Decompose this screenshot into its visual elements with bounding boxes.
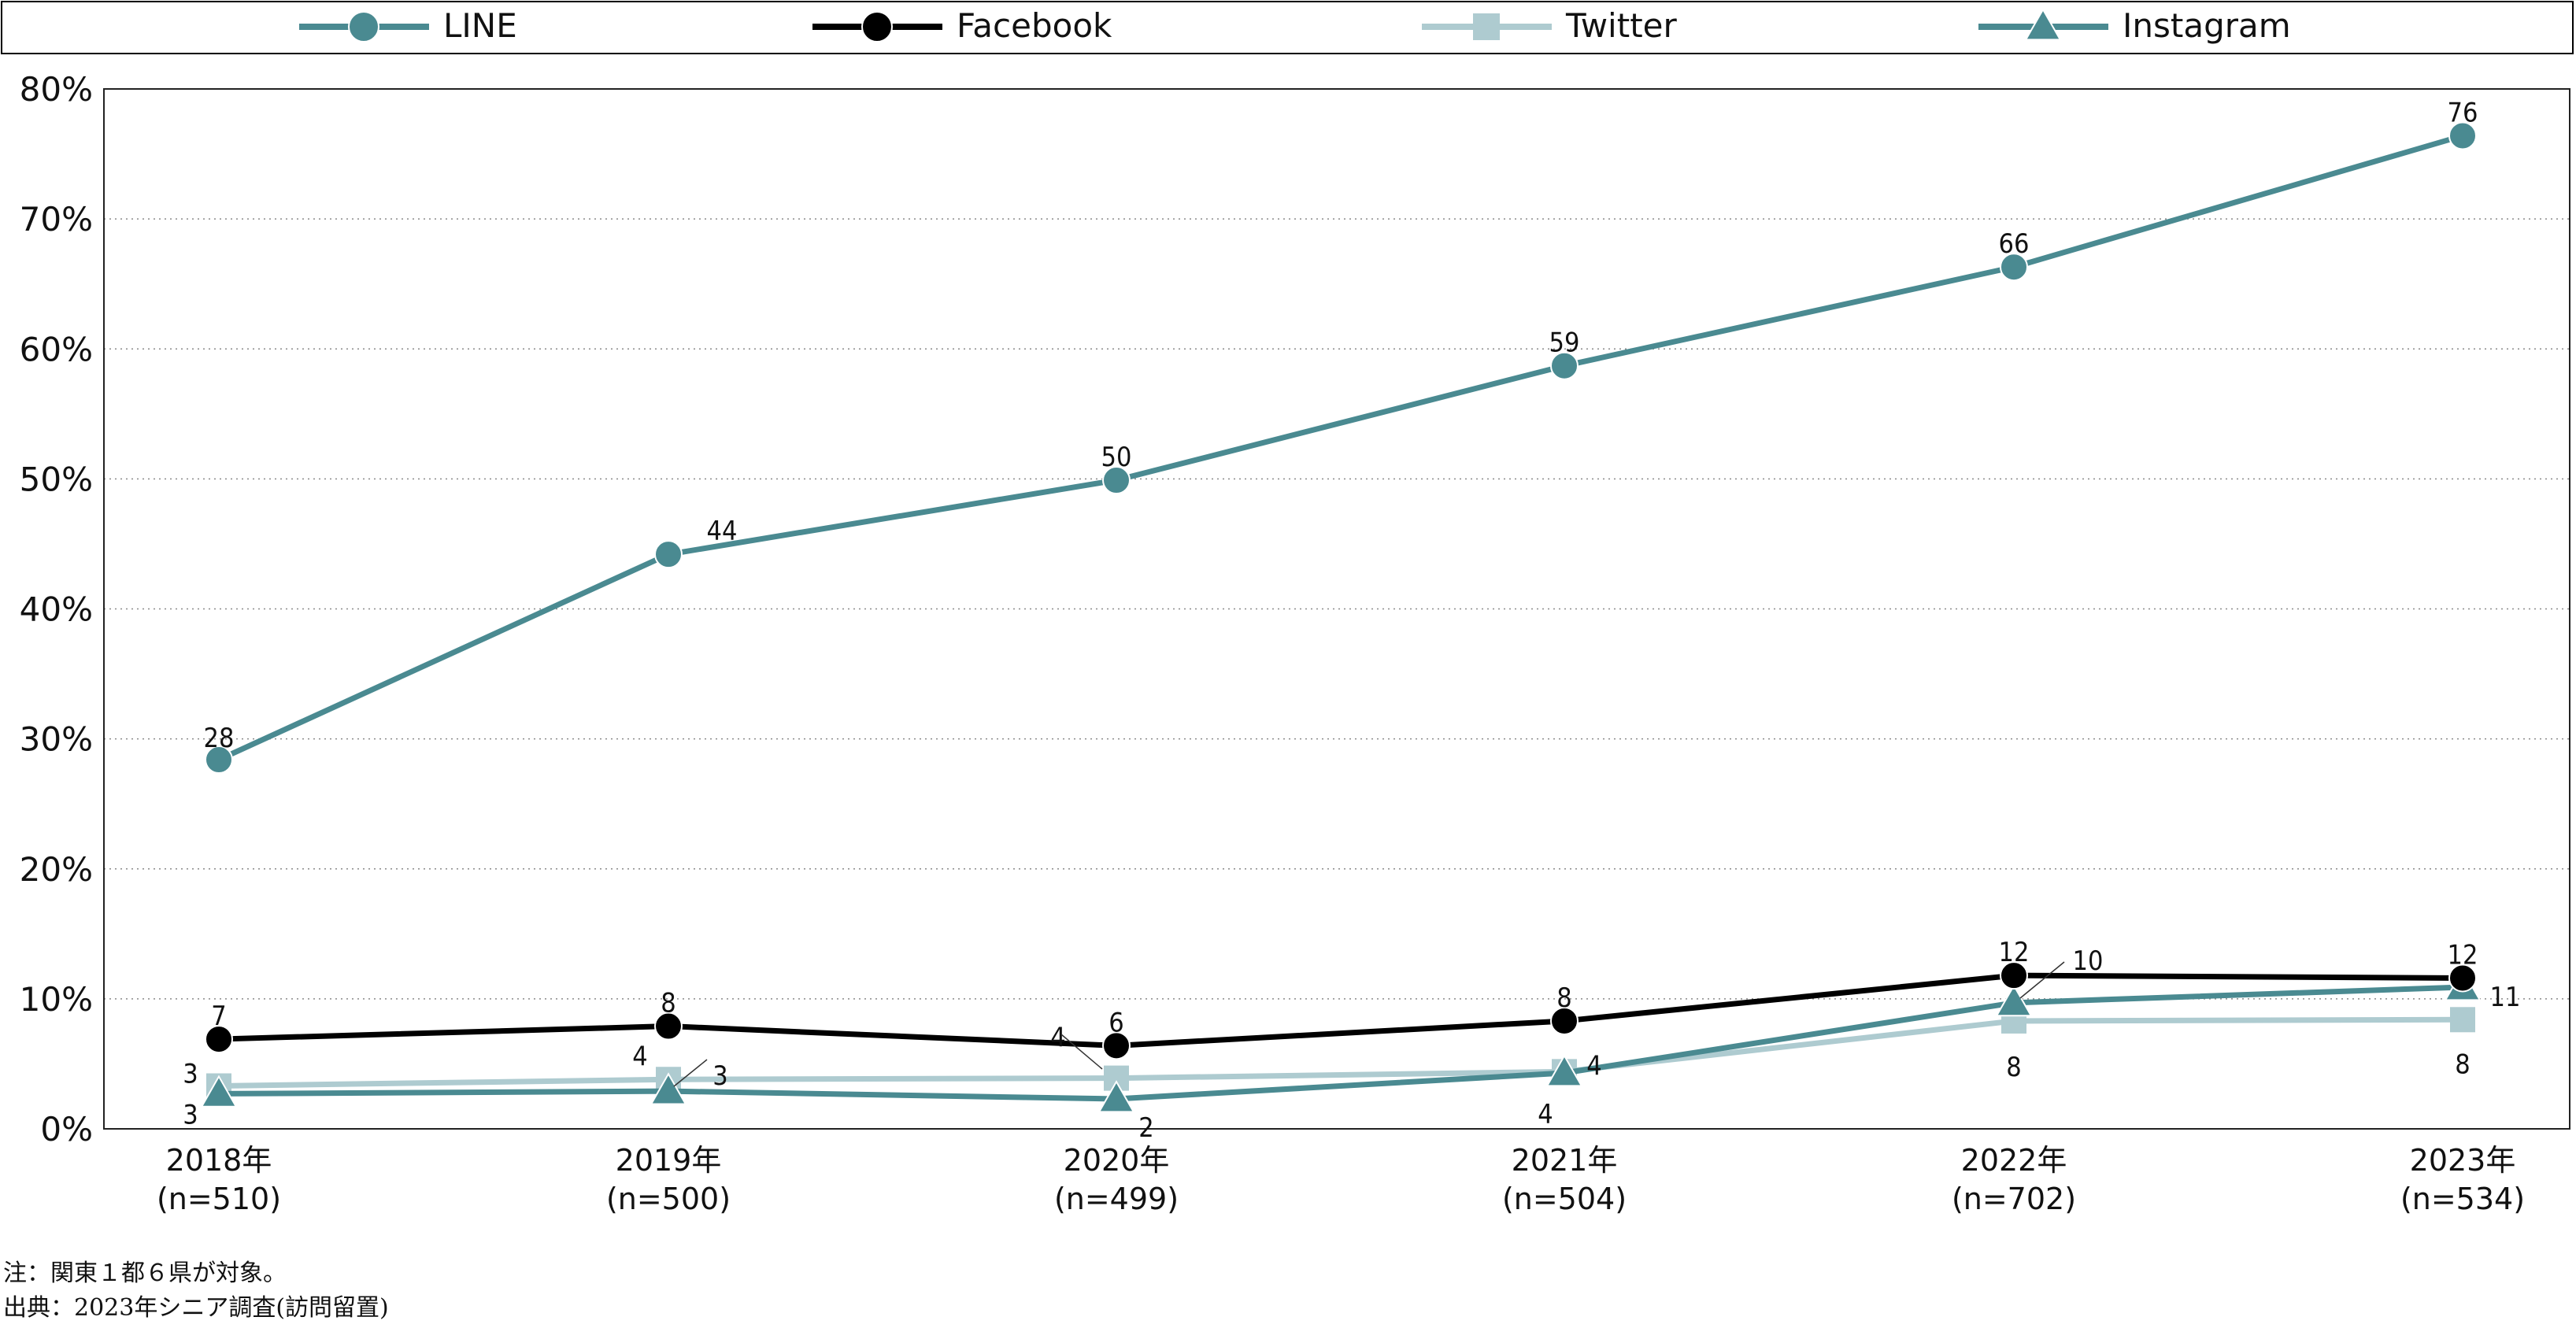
label-leader-line xyxy=(673,1059,708,1087)
data-point-facebook xyxy=(2448,964,2477,993)
data-label-twitter: 3 xyxy=(183,1059,198,1090)
data-point-instagram xyxy=(1097,1080,1135,1113)
data-label-twitter: 8 xyxy=(2455,1049,2470,1080)
x-tick-label: 2023年 xyxy=(2410,1143,2516,1178)
y-tick-label: 30% xyxy=(20,720,93,759)
y-tick-label: 40% xyxy=(20,590,93,629)
axes: 0% 10% 20% 30% 40% 50% 60% 70% 80% 2018年 (n=510) 20… xyxy=(20,70,2570,1216)
legend-label: Facebook xyxy=(957,6,1112,45)
x-tick-sublabel: (n=504) xyxy=(1502,1182,1627,1216)
label-leader-line xyxy=(2019,961,2065,999)
y-tick-label: 10% xyxy=(20,980,93,1019)
x-tick-sublabel: (n=499) xyxy=(1054,1182,1179,1216)
label-leader-line xyxy=(1060,1034,1103,1070)
x-tick-label: 2019年 xyxy=(616,1143,722,1178)
data-label-line: 50 xyxy=(1101,442,1132,473)
data-label-instagram: 3 xyxy=(712,1060,727,1092)
data-label-line: 44 xyxy=(707,516,738,547)
data-label-facebook: 8 xyxy=(661,988,675,1019)
data-point-line xyxy=(205,745,233,775)
x-tick-sublabel: (n=500) xyxy=(606,1182,731,1216)
legend-marker xyxy=(861,11,893,43)
data-label-line: 76 xyxy=(2448,97,2478,128)
y-tick-label: 0% xyxy=(40,1110,93,1149)
data-label-twitter: 4 xyxy=(632,1041,647,1072)
x-tick-sublabel: (n=702) xyxy=(1952,1182,2076,1216)
data-label-facebook: 12 xyxy=(2448,939,2478,971)
data-point-facebook xyxy=(1102,1031,1131,1060)
data-label-twitter: 4 xyxy=(1050,1023,1065,1054)
data-point-line xyxy=(654,540,683,569)
data-point-instagram xyxy=(1545,1054,1583,1087)
series-line-line xyxy=(217,133,2463,763)
series-line-facebook xyxy=(218,972,2463,1049)
data-point-facebook xyxy=(1550,1006,1579,1035)
legend-label: Twitter xyxy=(1565,6,1677,45)
data-label-twitter: 4 xyxy=(1586,1050,1601,1082)
data-point-facebook xyxy=(205,1025,233,1054)
data-point-instagram xyxy=(200,1075,238,1108)
legend-box xyxy=(1,1,2574,54)
data-point-line xyxy=(2448,121,2477,150)
legend: LINE Facebook Twitter Instagram xyxy=(1,1,2574,54)
series-line-twitter xyxy=(218,1016,2463,1089)
y-tick-label: 70% xyxy=(20,200,93,239)
data-label-instagram: 11 xyxy=(2490,982,2521,1013)
legend-marker xyxy=(1473,13,1500,40)
x-tick-sublabel: (n=534) xyxy=(2400,1182,2525,1216)
y-tick-label: 60% xyxy=(20,330,93,368)
y-tick-label: 20% xyxy=(20,850,93,889)
data-label-line: 28 xyxy=(204,723,235,754)
plot-frame xyxy=(103,88,2570,1130)
x-tick-sublabel: (n=510) xyxy=(157,1182,281,1216)
data-label-facebook: 8 xyxy=(1556,982,1571,1014)
data-label-twitter: 8 xyxy=(2006,1052,2021,1083)
data-label-instagram: 4 xyxy=(1538,1099,1553,1130)
legend-item-facebook: Facebook xyxy=(812,6,1112,45)
y-tick-label: 80% xyxy=(20,70,93,109)
data-label-instagram: 3 xyxy=(183,1099,198,1130)
legend-marker xyxy=(2024,8,2062,41)
legend-item-twitter: Twitter xyxy=(1422,6,1677,45)
data-point-line xyxy=(1550,351,1579,380)
legend-item-line: LINE xyxy=(299,6,517,45)
x-tick-label: 2020年 xyxy=(1064,1143,1170,1178)
source-text: 出典：2023年シニア調査(訪問留置) xyxy=(3,1294,389,1322)
data-label-instagram: 2 xyxy=(1138,1112,1153,1144)
data-point-line xyxy=(1102,466,1131,495)
data-point-twitter xyxy=(2450,1007,2475,1033)
data-label-facebook: 7 xyxy=(211,1001,226,1032)
data-label-line: 66 xyxy=(1999,228,2030,260)
series-line-instagram xyxy=(218,984,2463,1102)
data-point-line xyxy=(2000,253,2028,282)
series-layer xyxy=(200,121,2482,1113)
note-text: 注：関東１都６県が対象。 xyxy=(3,1260,287,1287)
data-label-line: 59 xyxy=(1549,327,1580,359)
data-point-instagram xyxy=(650,1072,687,1105)
data-point-instagram xyxy=(1995,983,2033,1017)
x-tick-label: 2018年 xyxy=(166,1143,272,1178)
data-point-facebook xyxy=(654,1012,683,1041)
series-facebook xyxy=(205,961,2477,1060)
legend-item-instagram: Instagram xyxy=(1978,6,2291,45)
x-tick-label: 2022年 xyxy=(1961,1143,2067,1178)
y-tick-label: 50% xyxy=(20,460,93,498)
series-instagram xyxy=(200,968,2482,1113)
data-label-instagram: 10 xyxy=(2073,945,2104,977)
series-line xyxy=(205,121,2477,775)
x-tick-label: 2021年 xyxy=(1512,1143,1618,1178)
data-label-facebook: 12 xyxy=(1999,937,2030,968)
legend-marker xyxy=(348,11,379,43)
legend-label: Instagram xyxy=(2123,6,2291,45)
data-label-facebook: 6 xyxy=(1108,1007,1123,1038)
data-point-facebook xyxy=(2000,961,2028,990)
grid xyxy=(104,218,2570,1000)
legend-label: LINE xyxy=(443,6,517,45)
